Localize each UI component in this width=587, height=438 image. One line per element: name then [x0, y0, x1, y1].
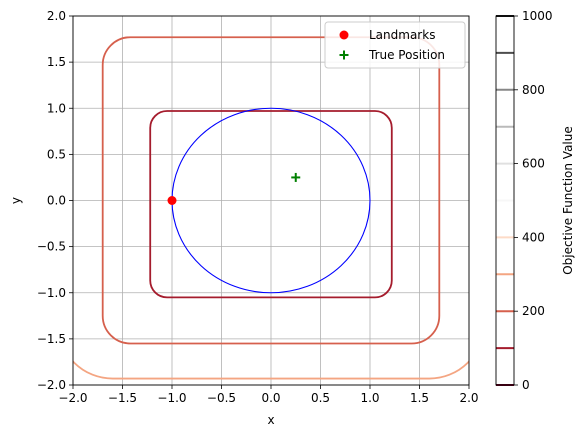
y-tick-label: −0.5: [37, 240, 66, 254]
legend: Landmarks True Position: [325, 22, 465, 68]
x-tick-label: −1.0: [157, 391, 186, 405]
x-axis-label: x: [267, 413, 274, 427]
y-tick-label: 0.5: [47, 147, 66, 161]
y-tick-label: 1.5: [47, 55, 66, 69]
colorbar: 0 200 400 600 800 1000: [496, 9, 553, 392]
x-tick-label: 2.0: [459, 391, 478, 405]
legend-landmark-icon: [340, 31, 349, 40]
y-tick-label: 2.0: [47, 9, 66, 23]
x-tick-label: −2.0: [58, 391, 87, 405]
y-tick-label: −2.0: [37, 378, 66, 392]
x-axis-ticks: −2.0 −1.5 −1.0 −0.5 0.0 0.5 1.0 1.5 2.0: [58, 385, 478, 405]
colorbar-tick-label: 400: [522, 230, 545, 244]
colorbar-tick-label: 200: [522, 304, 545, 318]
x-tick-label: −0.5: [207, 391, 236, 405]
x-tick-label: 0.5: [311, 391, 330, 405]
x-tick-label: 1.0: [360, 391, 379, 405]
y-tick-label: 1.0: [47, 101, 66, 115]
legend-entry-label: Landmarks: [369, 28, 435, 42]
legend-entry-label: True Position: [368, 48, 445, 62]
y-tick-label: −1.0: [37, 286, 66, 300]
y-axis-ticks: −2.0 −1.5 −1.0 −0.5 0.0 0.5 1.0 1.5 2.0: [37, 9, 73, 392]
colorbar-tick-label: 800: [522, 83, 545, 97]
y-axis-label: y: [9, 197, 23, 204]
colorbar-tick-label: 1000: [522, 9, 553, 23]
y-tick-label: 0.0: [47, 194, 66, 208]
x-tick-label: 0.0: [261, 391, 280, 405]
x-tick-label: −1.5: [108, 391, 137, 405]
colorbar-label: Objective Function Value: [561, 126, 575, 275]
landmark-marker: [168, 196, 177, 205]
colorbar-tick-label: 600: [522, 157, 545, 171]
colorbar-tick-label: 0: [522, 378, 530, 392]
y-tick-label: −1.5: [37, 332, 66, 346]
x-tick-label: 1.5: [410, 391, 429, 405]
